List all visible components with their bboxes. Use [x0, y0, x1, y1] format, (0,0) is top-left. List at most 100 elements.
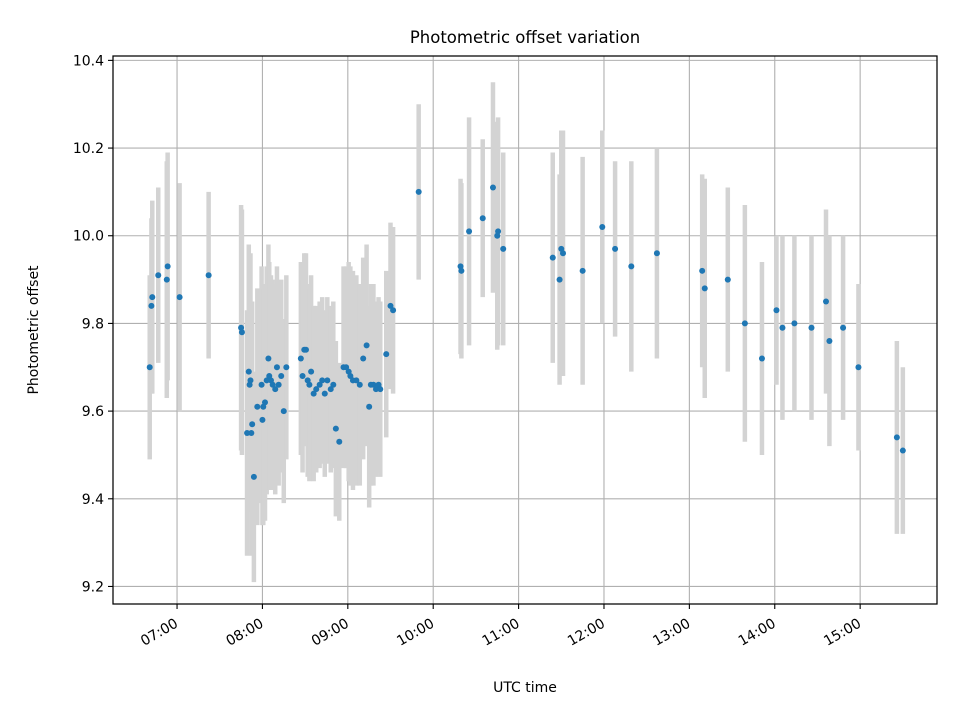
data-point — [808, 324, 815, 331]
data-point — [302, 346, 309, 353]
data-point — [549, 254, 556, 261]
data-points — [146, 184, 906, 480]
y-tick-label: 9.4 — [82, 492, 104, 508]
data-point — [259, 416, 266, 423]
data-point — [343, 364, 350, 371]
data-point — [458, 267, 465, 274]
data-point — [269, 381, 276, 388]
data-point — [261, 399, 268, 406]
data-point — [383, 351, 390, 358]
data-point — [347, 373, 354, 380]
data-point — [247, 377, 254, 384]
data-point — [327, 386, 334, 393]
data-point — [336, 438, 343, 445]
data-point — [149, 294, 156, 301]
data-point — [248, 430, 255, 437]
data-point — [899, 447, 906, 454]
data-point — [313, 386, 320, 393]
data-point — [773, 307, 780, 314]
data-point — [363, 342, 370, 349]
data-point — [148, 302, 155, 309]
data-point — [370, 381, 377, 388]
data-point — [612, 245, 619, 252]
data-point — [724, 276, 731, 283]
data-point — [283, 364, 290, 371]
data-point — [275, 381, 282, 388]
chart-title: Photometric offset variation — [410, 28, 640, 47]
data-point — [701, 285, 708, 292]
data-point — [306, 381, 313, 388]
data-point — [372, 386, 379, 393]
y-tick-label: 9.8 — [82, 316, 104, 332]
data-point — [316, 381, 323, 388]
y-tick-label: 9.2 — [82, 579, 104, 595]
data-point — [579, 267, 586, 274]
data-point — [360, 355, 367, 362]
data-point — [415, 188, 422, 195]
data-point — [297, 355, 304, 362]
data-point — [387, 302, 394, 309]
data-point — [265, 355, 272, 362]
data-point — [826, 337, 833, 344]
plot-area-frame — [112, 55, 938, 605]
data-point — [278, 373, 285, 380]
data-point — [377, 386, 384, 393]
data-point — [628, 263, 635, 270]
data-point — [390, 307, 397, 314]
data-point — [366, 403, 373, 410]
data-point — [699, 267, 706, 274]
data-point — [855, 364, 862, 371]
data-point — [155, 272, 162, 279]
data-point — [250, 473, 257, 480]
data-point — [238, 329, 245, 336]
data-point — [273, 364, 280, 371]
data-point — [356, 381, 363, 388]
data-point — [500, 245, 507, 252]
data-point — [466, 228, 473, 235]
data-point — [599, 223, 606, 230]
y-axis-label: Photometric offset — [26, 265, 42, 395]
data-point — [280, 408, 287, 415]
y-axis-ticks: 9.2 9.4 9.6 9.8 10.0 10.2 10.4 — [73, 53, 113, 595]
data-point — [254, 403, 261, 410]
data-point — [163, 276, 170, 283]
data-point — [822, 298, 829, 305]
data-point — [495, 228, 502, 235]
data-point — [146, 364, 153, 371]
data-point — [556, 276, 563, 283]
data-point — [653, 250, 660, 257]
data-point — [324, 377, 331, 384]
data-point — [245, 368, 252, 375]
data-point — [308, 368, 315, 375]
data-point — [263, 377, 270, 384]
data-point — [779, 324, 786, 331]
x-axis-label: UTC time — [493, 680, 557, 696]
data-point — [840, 324, 847, 331]
data-point — [299, 373, 306, 380]
data-point — [176, 294, 183, 301]
data-point — [791, 320, 798, 327]
y-tick-label: 10.4 — [73, 53, 104, 69]
data-point — [353, 377, 360, 384]
y-tick-label: 10.0 — [73, 229, 104, 245]
data-point — [319, 377, 326, 384]
data-point — [164, 263, 171, 270]
data-point — [489, 184, 496, 191]
data-point — [321, 390, 328, 397]
data-point — [479, 215, 486, 222]
data-point — [272, 386, 279, 393]
data-point — [249, 421, 256, 428]
y-tick-label: 10.2 — [73, 141, 104, 157]
data-point — [205, 272, 212, 279]
data-point — [559, 250, 566, 257]
data-point — [244, 430, 251, 437]
data-point — [310, 390, 317, 397]
data-point — [758, 355, 765, 362]
data-point — [893, 434, 900, 441]
data-point — [332, 425, 339, 432]
data-point — [330, 381, 337, 388]
data-point — [258, 381, 265, 388]
data-point — [741, 320, 748, 327]
